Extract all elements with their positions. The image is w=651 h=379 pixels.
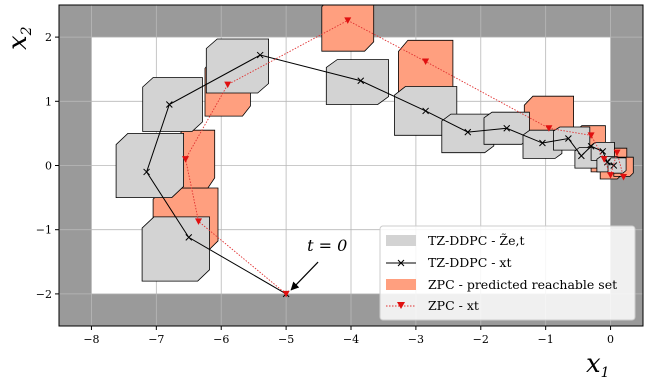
tzddpc-trajectory-point <box>539 139 546 147</box>
x-tick-label: 0 <box>607 333 614 346</box>
x-tick-label: −7 <box>148 333 164 346</box>
tzddpc-reachable-set <box>607 157 627 174</box>
legend-swatch-tzddpc-set <box>386 235 416 246</box>
tzddpc-reachable-set <box>205 38 269 94</box>
zpc-trajectory-point <box>620 174 628 181</box>
plot-area <box>59 5 643 326</box>
legend-box <box>379 225 636 321</box>
tzddpc-trajectory-point <box>565 135 572 142</box>
y-axis-label: x2 <box>3 26 35 50</box>
legend-marker-x <box>397 259 405 267</box>
tzddpc-trajectory-point <box>610 162 618 169</box>
x-tick-label: −4 <box>343 333 359 346</box>
x-tick-label: −8 <box>83 333 99 346</box>
x-tick-label: −5 <box>278 333 294 346</box>
tzddpc-trajectory-point <box>165 101 173 108</box>
zpc-trajectory-point <box>344 17 352 24</box>
legend-marker-triangle <box>397 302 405 309</box>
y-tick-label: 2 <box>45 31 52 44</box>
legend-label-zpc-set: ZPC - predicted reachable set <box>428 277 617 292</box>
y-tick-label: 1 <box>45 95 52 108</box>
x-axis: −8 −7 −6 −5 −4 −3 −2 −1 0 <box>83 326 614 346</box>
start-annotation: t = 0 <box>290 236 347 291</box>
tzddpc-trajectory-point <box>143 168 150 176</box>
tzddpc-reachable-sets <box>115 38 627 282</box>
tzddpc-reachable-set <box>142 77 203 132</box>
x-tick-label: −2 <box>473 333 489 346</box>
tzddpc-trajectory-point <box>464 128 472 136</box>
legend-entry-tzddpc-trajectory: TZ-DDPC - xt <box>386 255 512 270</box>
tzddpc-trajectory-point <box>357 77 365 85</box>
legend: TZ-DDPC - Z̃e,t TZ-DDPC - xt ZPC - predi… <box>379 225 636 321</box>
x-tick-label: −3 <box>408 333 424 346</box>
tzddpc-trajectory-point <box>503 124 511 132</box>
tzddpc-reachable-set <box>141 216 210 282</box>
legend-label-tzddpc-trajectory: TZ-DDPC - xt <box>428 255 512 270</box>
annotation-text: t = 0 <box>307 236 347 255</box>
legend-label-zpc-trajectory: ZPC - xt <box>428 298 479 313</box>
tzddpc-trajectory-point <box>587 142 595 150</box>
tzddpc-reachable-set <box>553 126 591 151</box>
tzddpc-reachable-set <box>325 59 389 105</box>
zpc-reachable-set <box>321 5 375 52</box>
zpc-trajectory-point <box>182 156 190 163</box>
tzddpc-trajectory-point <box>603 158 611 166</box>
zpc-trajectory-point <box>607 172 615 179</box>
tzddpc-trajectory-point <box>256 51 264 59</box>
tzddpc-trajectory-point <box>422 107 429 115</box>
zpc-trajectory-line <box>185 19 624 295</box>
x-tick-label: −1 <box>538 333 554 346</box>
tzddpc-reachable-set <box>115 133 184 198</box>
x-axis-label: x1 <box>586 349 610 379</box>
y-tick-label: 0 <box>45 160 52 173</box>
tzddpc-trajectory-point <box>578 152 585 160</box>
zpc-trajectory-point <box>195 218 203 225</box>
legend-entry-tzddpc-set: TZ-DDPC - Z̃e,t <box>386 233 525 248</box>
y-tick-label: −1 <box>36 224 52 237</box>
zpc-trajectory-point <box>587 132 595 139</box>
zpc-trajectory-point <box>545 125 553 132</box>
zpc-trajectory-point <box>613 149 621 157</box>
zpc-trajectory <box>182 17 628 298</box>
legend-label-tzddpc-set: TZ-DDPC - Z̃e,t <box>428 233 525 248</box>
legend-swatch-zpc-set <box>386 279 416 290</box>
zpc-trajectory-point <box>600 156 608 163</box>
zpc-trajectory-point <box>422 58 430 65</box>
y-axis: −2 −1 0 1 2 <box>36 31 59 301</box>
tzddpc-trajectory-point <box>185 234 193 241</box>
zpc-trajectory-point <box>282 290 290 298</box>
zpc-trajectory-point <box>224 81 232 89</box>
x-tick-label: −6 <box>213 333 229 346</box>
annotation-arrow <box>290 261 319 291</box>
tzddpc-trajectory-line <box>146 54 615 295</box>
legend-entry-zpc-set: ZPC - predicted reachable set <box>386 277 617 292</box>
y-tick-label: −2 <box>36 288 52 301</box>
legend-entry-zpc-trajectory: ZPC - xt <box>386 298 479 313</box>
